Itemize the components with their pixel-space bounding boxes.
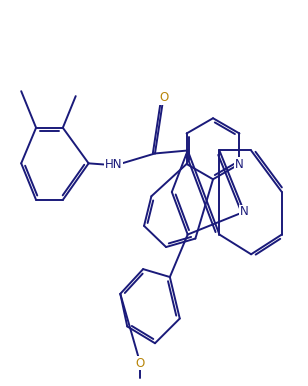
Text: HN: HN: [105, 158, 123, 171]
Text: O: O: [136, 357, 145, 369]
Text: N: N: [240, 205, 249, 218]
Text: N: N: [235, 157, 244, 171]
Text: O: O: [160, 91, 169, 104]
